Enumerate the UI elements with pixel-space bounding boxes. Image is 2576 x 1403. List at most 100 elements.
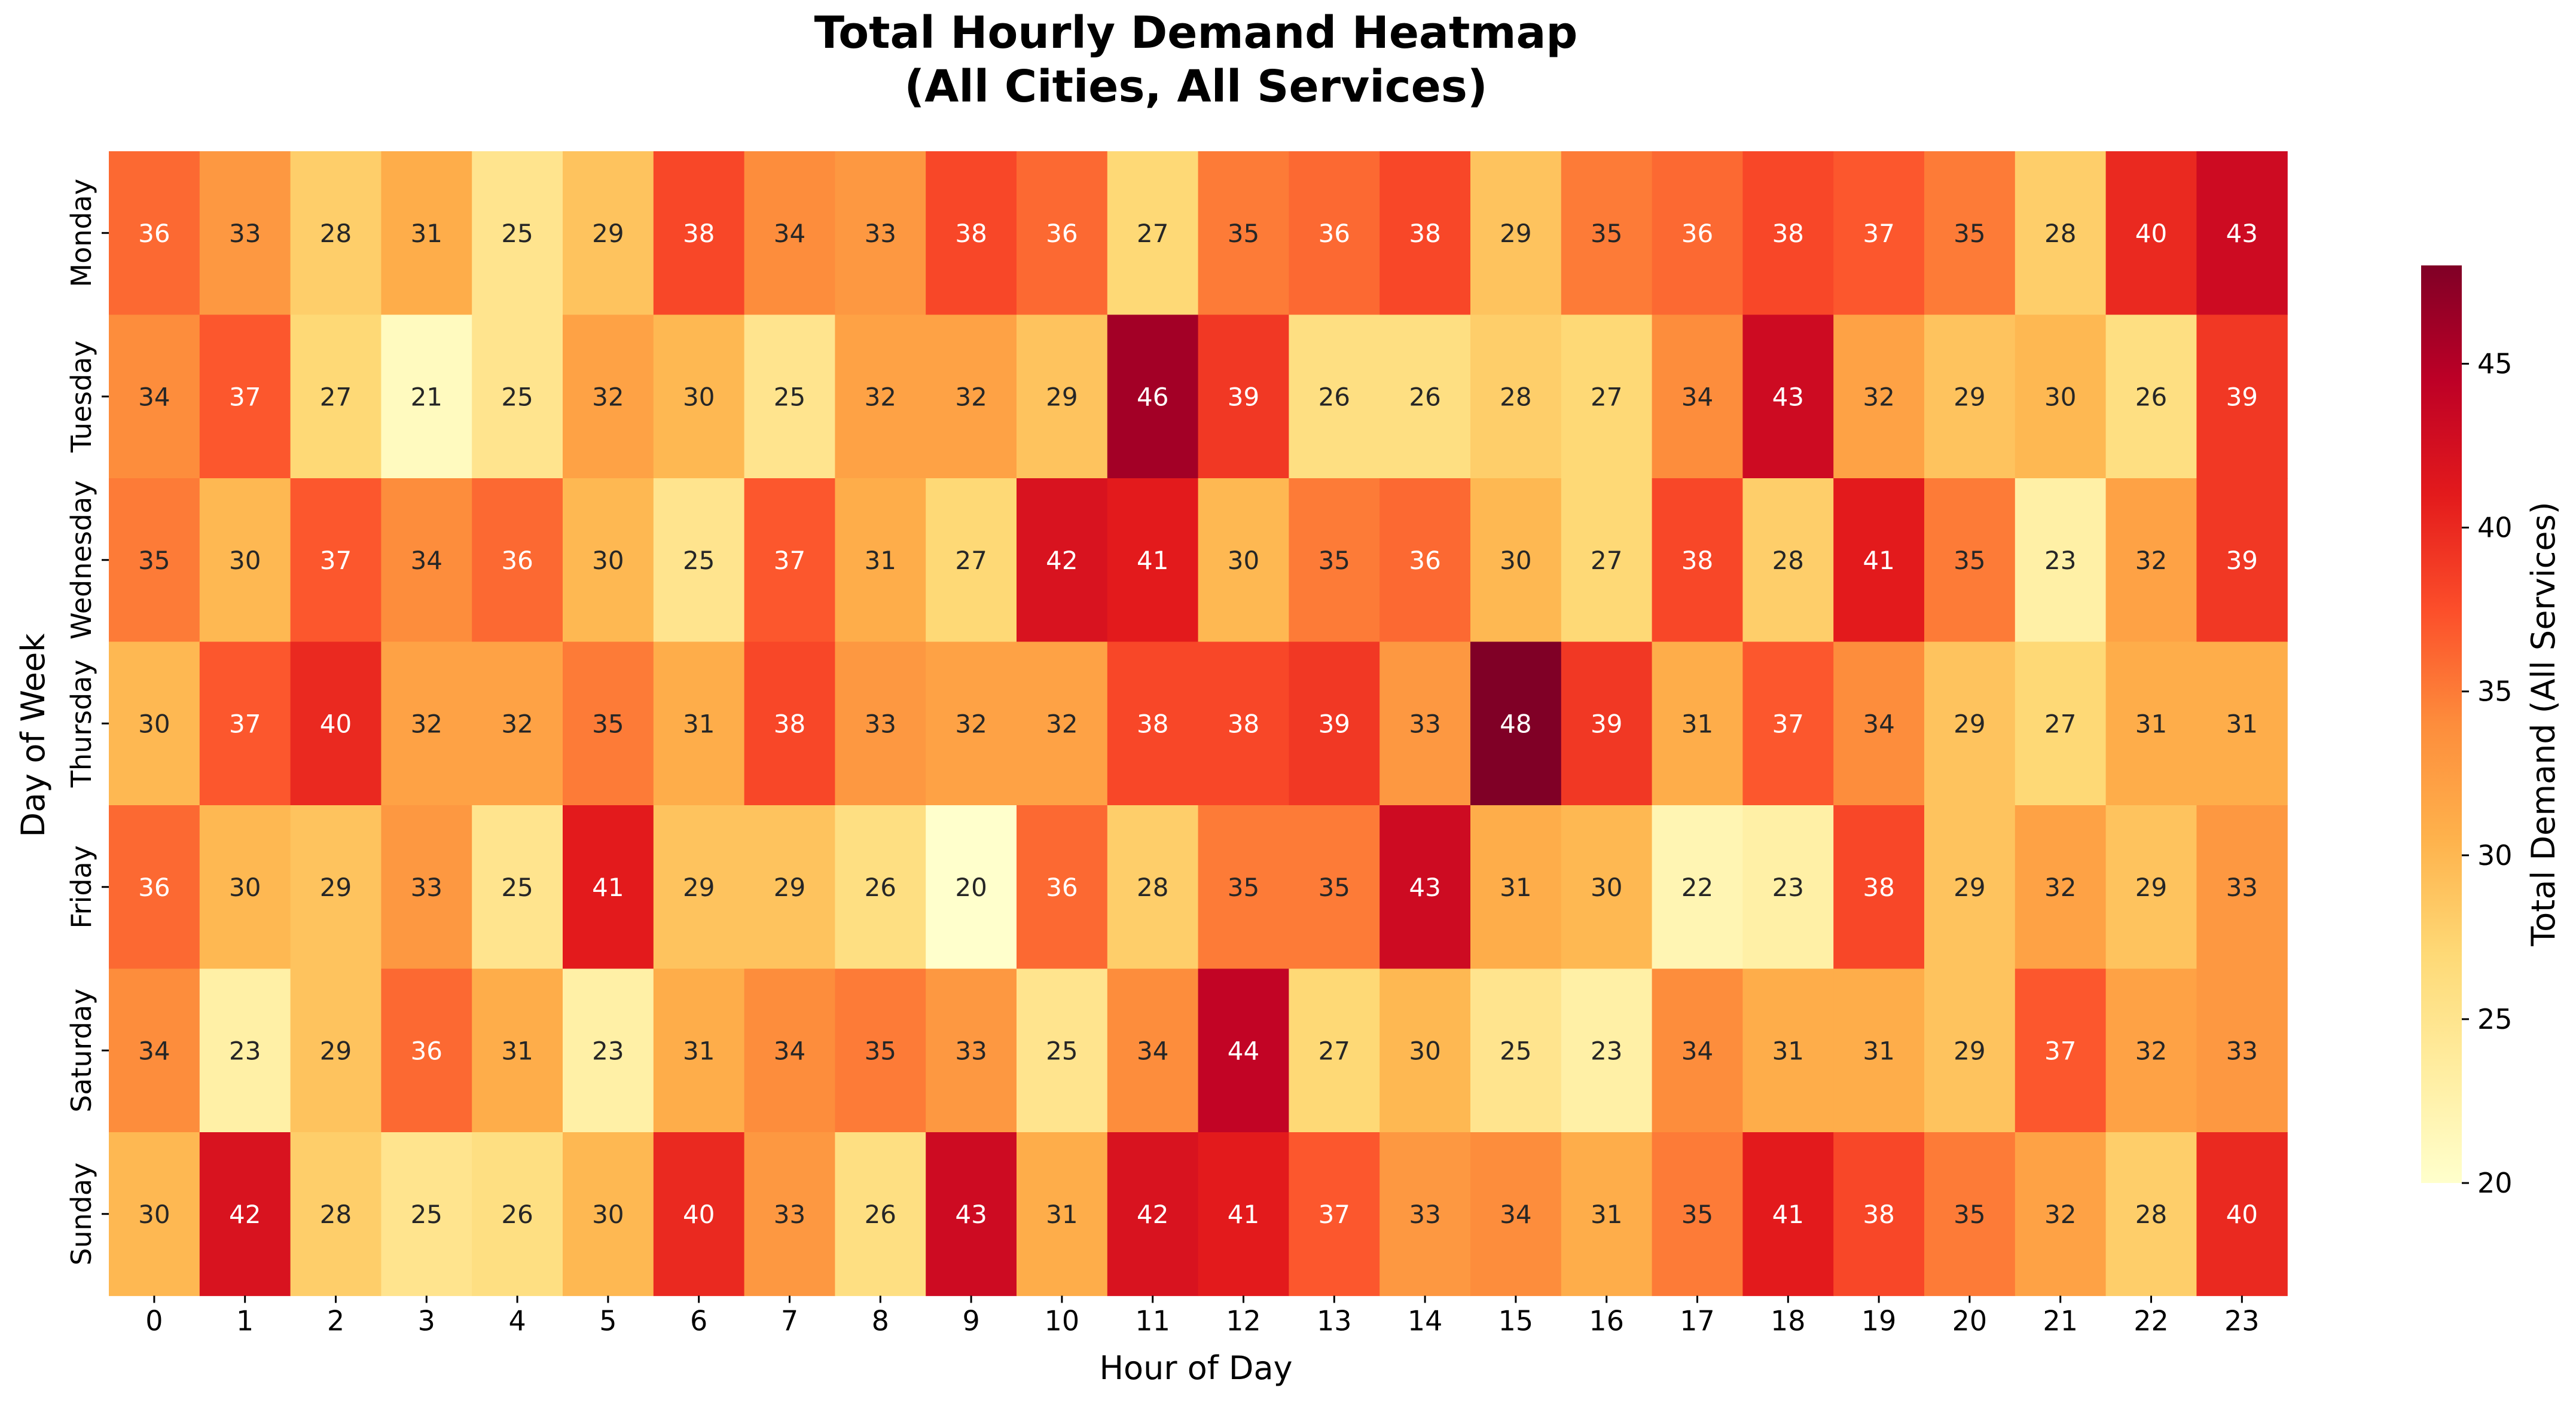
cell-value-label: 33 [2226,1036,2258,1065]
heatmap-cell [2105,968,2197,1133]
heatmap-cell [1107,805,1199,970]
cell-value-label: 31 [1772,1036,1804,1065]
cell-value-label: 34 [1137,1036,1168,1065]
heatmap-cell [926,478,1017,643]
cell-value-label: 29 [1954,873,1985,902]
cell-value-label: 34 [138,382,170,411]
cell-value-label: 46 [1137,382,1168,411]
cell-value-label: 30 [229,546,261,575]
heatmap-cell [199,314,291,479]
heatmap-cell [109,968,200,1133]
cell-value-label: 38 [1863,873,1894,902]
cell-value-label: 41 [1137,546,1168,575]
heatmap-cell [1742,1132,1834,1297]
heatmap-cell [472,968,563,1133]
cell-value-label: 25 [411,1200,442,1229]
heatmap-cell [1742,151,1834,316]
heatmap-cell [199,968,291,1133]
cell-value-label: 33 [865,219,896,248]
cell-value-label: 29 [1500,219,1531,248]
heatmap-cell [1561,641,1653,806]
colorbar-tick-label: 35 [2477,675,2513,708]
cell-value-label: 23 [1591,1036,1622,1065]
cell-value-label: 26 [501,1200,533,1229]
heatmap-cell [1107,314,1199,479]
heatmap-cell [1107,478,1199,643]
cell-value-label: 35 [138,546,170,575]
cell-value-label: 25 [774,382,805,411]
heatmap-cell [563,1132,654,1297]
heatmap-cell [290,968,381,1133]
x-tick-label: 19 [1861,1305,1897,1337]
x-tick-label: 21 [2043,1305,2078,1337]
heatmap-cell [1742,968,1834,1133]
cell-value-label: 42 [1137,1200,1168,1229]
cell-value-label: 30 [2044,382,2076,411]
cell-value-label: 30 [1500,546,1531,575]
heatmap-cell [1924,1132,2016,1297]
cell-value-label: 22 [1681,873,1713,902]
cell-value-label: 31 [865,546,896,575]
heatmap-cell [1379,478,1471,643]
heatmap-cell [2196,641,2288,806]
cell-value-label: 40 [320,709,352,738]
heatmap-cell [1289,151,1380,316]
heatmap-cell [1379,641,1471,806]
x-tick-label: 15 [1498,1305,1534,1337]
heatmap-cell [835,805,926,970]
cell-value-label: 34 [1863,709,1894,738]
cell-value-label: 36 [1046,873,1078,902]
y-tick-label: Saturday [65,989,97,1112]
x-tick-label: 20 [1952,1305,1988,1337]
cell-value-label: 36 [1409,546,1440,575]
y-tick-label: Thursday [65,659,97,788]
heatmap-cell [1198,151,1289,316]
cell-value-label: 35 [1954,219,1985,248]
cell-value-label: 30 [683,382,715,411]
heatmap-cell [472,805,563,970]
heatmap-cell [2196,478,2288,643]
cell-value-label: 32 [411,709,442,738]
cell-value-label: 40 [2226,1200,2258,1229]
heatmap-cell [1652,968,1743,1133]
heatmap-cell [1107,1132,1199,1297]
cell-value-label: 32 [2044,1200,2076,1229]
cell-value-label: 23 [2044,546,2076,575]
heatmap-cell [1017,478,1108,643]
heatmap-cell [1652,1132,1743,1297]
heatmap-cells: 36 33 28 31 25 29 38 34 33 38 36 27 35 36 38 29 35 36 38 37… [109,151,2288,1297]
y-axis-label: Day of Week [14,633,52,837]
heatmap-cell [1289,805,1380,970]
cell-value-label: 26 [1409,382,1440,411]
heatmap-cell [926,1132,1017,1297]
cell-value-label: 23 [1772,873,1804,902]
heatmap-cell [290,314,381,479]
cell-value-label: 38 [1681,546,1713,575]
heatmap-cell [926,641,1017,806]
heatmap-cell [1561,314,1653,479]
heatmap-cell [1742,641,1834,806]
cell-value-label: 32 [1046,709,1078,738]
heatmap-cell [1379,314,1471,479]
cell-value-label: 31 [1500,873,1531,902]
cell-value-label: 38 [1228,709,1259,738]
cell-value-label: 33 [774,1200,805,1229]
cell-value-label: 37 [1318,1200,1350,1229]
heatmap-cell [563,968,654,1133]
cell-value-label: 35 [1228,873,1259,902]
heatmap-cell [1198,968,1289,1133]
chart-title: Total Hourly Demand Heatmap [814,7,1578,59]
heatmap-cell [2105,805,2197,970]
heatmap-cell [1652,478,1743,643]
cell-value-label: 36 [138,873,170,902]
x-tick-label: 18 [1771,1305,1806,1337]
heatmap-cell [199,805,291,970]
cell-value-label: 23 [592,1036,624,1065]
heatmap-cell [1924,968,2016,1133]
colorbar-tick-label: 20 [2477,1167,2513,1199]
heatmap-cell [2196,151,2288,316]
cell-value-label: 25 [1500,1036,1531,1065]
heatmap-cell [926,968,1017,1133]
cell-value-label: 30 [138,1200,170,1229]
cell-value-label: 30 [229,873,261,902]
